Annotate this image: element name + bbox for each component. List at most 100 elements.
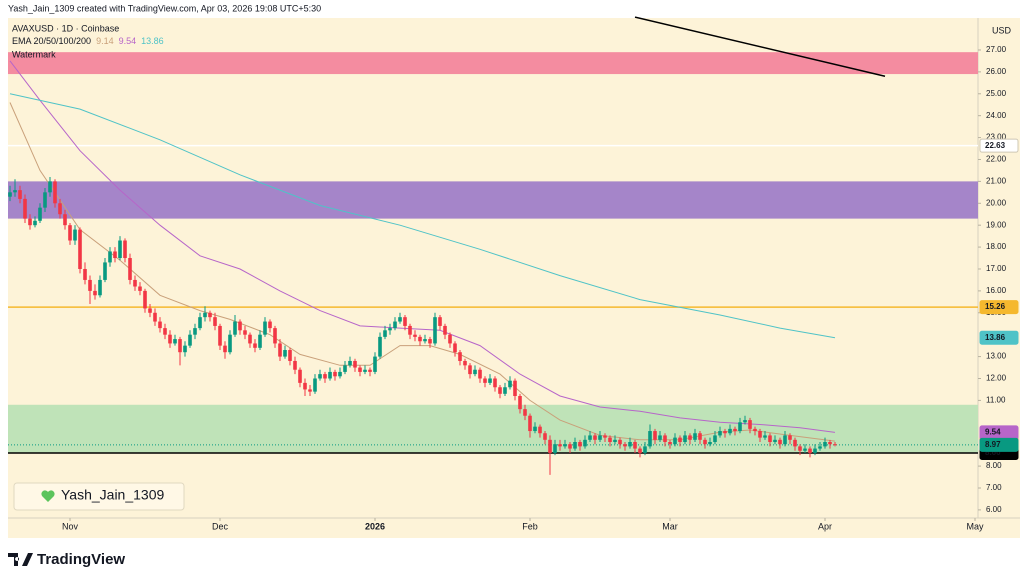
y-tick-label: 16.00: [986, 286, 1007, 295]
candle-body: [713, 435, 717, 443]
price-tag: [979, 138, 1019, 153]
candle-body: [553, 444, 557, 453]
indicator-value: 9.54: [119, 36, 137, 46]
candle-body: [438, 317, 442, 326]
candle-body: [108, 251, 112, 263]
y-tick-label: 7.00: [986, 483, 1002, 492]
candle-body: [288, 350, 292, 361]
price-tag-label: 22.63: [985, 141, 1006, 150]
price-tag-label: 15.26: [985, 302, 1006, 311]
candle-body: [148, 308, 152, 313]
indicator-value: 9.14: [96, 36, 114, 46]
candle-body: [218, 325, 222, 346]
candle-body: [658, 435, 662, 440]
candle-body: [428, 339, 432, 344]
signature: Yash_Jain_1309: [61, 487, 164, 503]
candle-body: [168, 334, 172, 344]
candle-body: [603, 435, 607, 438]
candle-body: [8, 192, 12, 197]
candle-body: [678, 437, 682, 443]
symbol-title: AVAXUSD · 1D · Coinbase: [12, 23, 119, 33]
candle-body: [283, 350, 287, 357]
candle-body: [578, 442, 582, 447]
candle-body: [363, 369, 367, 372]
candle-body: [683, 435, 687, 443]
candle-body: [408, 325, 412, 335]
candle-body: [28, 218, 32, 226]
candle-body: [38, 207, 42, 221]
candle-body: [18, 190, 22, 199]
candle-body: [23, 198, 27, 219]
price-tag-label: 8.60: [985, 448, 1001, 457]
candle-body: [183, 345, 187, 353]
candle-body: [628, 442, 632, 447]
y-tick-label: 21.00: [986, 176, 1007, 185]
candle-body: [273, 328, 277, 344]
candle-body: [163, 328, 167, 335]
candle-body: [613, 439, 617, 443]
y-tick-label: 13.00: [986, 352, 1007, 361]
candle-body: [503, 387, 507, 394]
y-tick-label: 11.00: [986, 396, 1006, 405]
price-tag: [979, 437, 1019, 452]
y-tick-label: 18.00: [986, 242, 1007, 251]
candle-body: [488, 378, 492, 383]
candle-body: [133, 279, 137, 287]
candle-body: [423, 339, 427, 342]
x-tick-label: Feb: [522, 521, 538, 531]
ema-line: [9, 93, 836, 339]
candle-body: [728, 428, 732, 434]
candle-body: [483, 378, 487, 383]
y-tick-label: 24.00: [986, 111, 1007, 120]
candle-body: [778, 439, 782, 445]
candle-body: [383, 330, 387, 337]
header-text: Yash_Jain_1309 created with TradingView.…: [8, 3, 321, 13]
price-tag-label: 8.97: [985, 440, 1001, 449]
y-tick-label: 25.00: [986, 89, 1007, 98]
candle-body: [378, 336, 382, 357]
candle-body: [783, 435, 787, 445]
candle-body: [193, 328, 197, 335]
zone: [8, 181, 978, 219]
candle-body: [498, 387, 502, 394]
candle-body: [593, 435, 597, 440]
candle-body: [448, 334, 452, 344]
candle-body: [83, 268, 87, 280]
candle-body: [808, 448, 812, 453]
candle-body: [233, 321, 237, 335]
candle-body: [543, 433, 547, 440]
candle-body: [703, 439, 707, 445]
y-tick-label: 26.00: [986, 67, 1007, 76]
candle-body: [118, 240, 122, 259]
candle-body: [318, 374, 322, 379]
candle-body: [43, 192, 47, 208]
plot-background: [8, 18, 1020, 538]
candle-body: [818, 446, 822, 449]
candle-body: [93, 290, 97, 296]
candle-body: [308, 389, 312, 392]
candle-body: [508, 380, 512, 388]
candle-body: [528, 415, 532, 432]
candle-body: [433, 317, 437, 344]
candle-body: [768, 435, 772, 443]
candle-body: [533, 426, 537, 432]
candle-body: [788, 435, 792, 440]
candle-body: [338, 371, 342, 377]
candle-body: [453, 343, 457, 353]
axis: 27.00 26.00 25.00 24.00 23.00 22.00 21.00 20.00…: [62, 45, 1019, 531]
logo-icon: [8, 553, 33, 566]
candle-body: [443, 325, 447, 335]
candle-body: [773, 439, 777, 443]
candle-body: [663, 435, 667, 443]
candle-body: [573, 442, 577, 449]
candle-body: [268, 321, 272, 329]
candle-body: [748, 420, 752, 429]
candle-body: [513, 380, 517, 397]
candle-body: [223, 345, 227, 353]
candle-body: [673, 437, 677, 445]
candle-body: [253, 343, 257, 348]
candle-body: [248, 334, 252, 344]
price-tag: [979, 300, 1019, 315]
x-tick-label: Apr: [818, 521, 832, 531]
